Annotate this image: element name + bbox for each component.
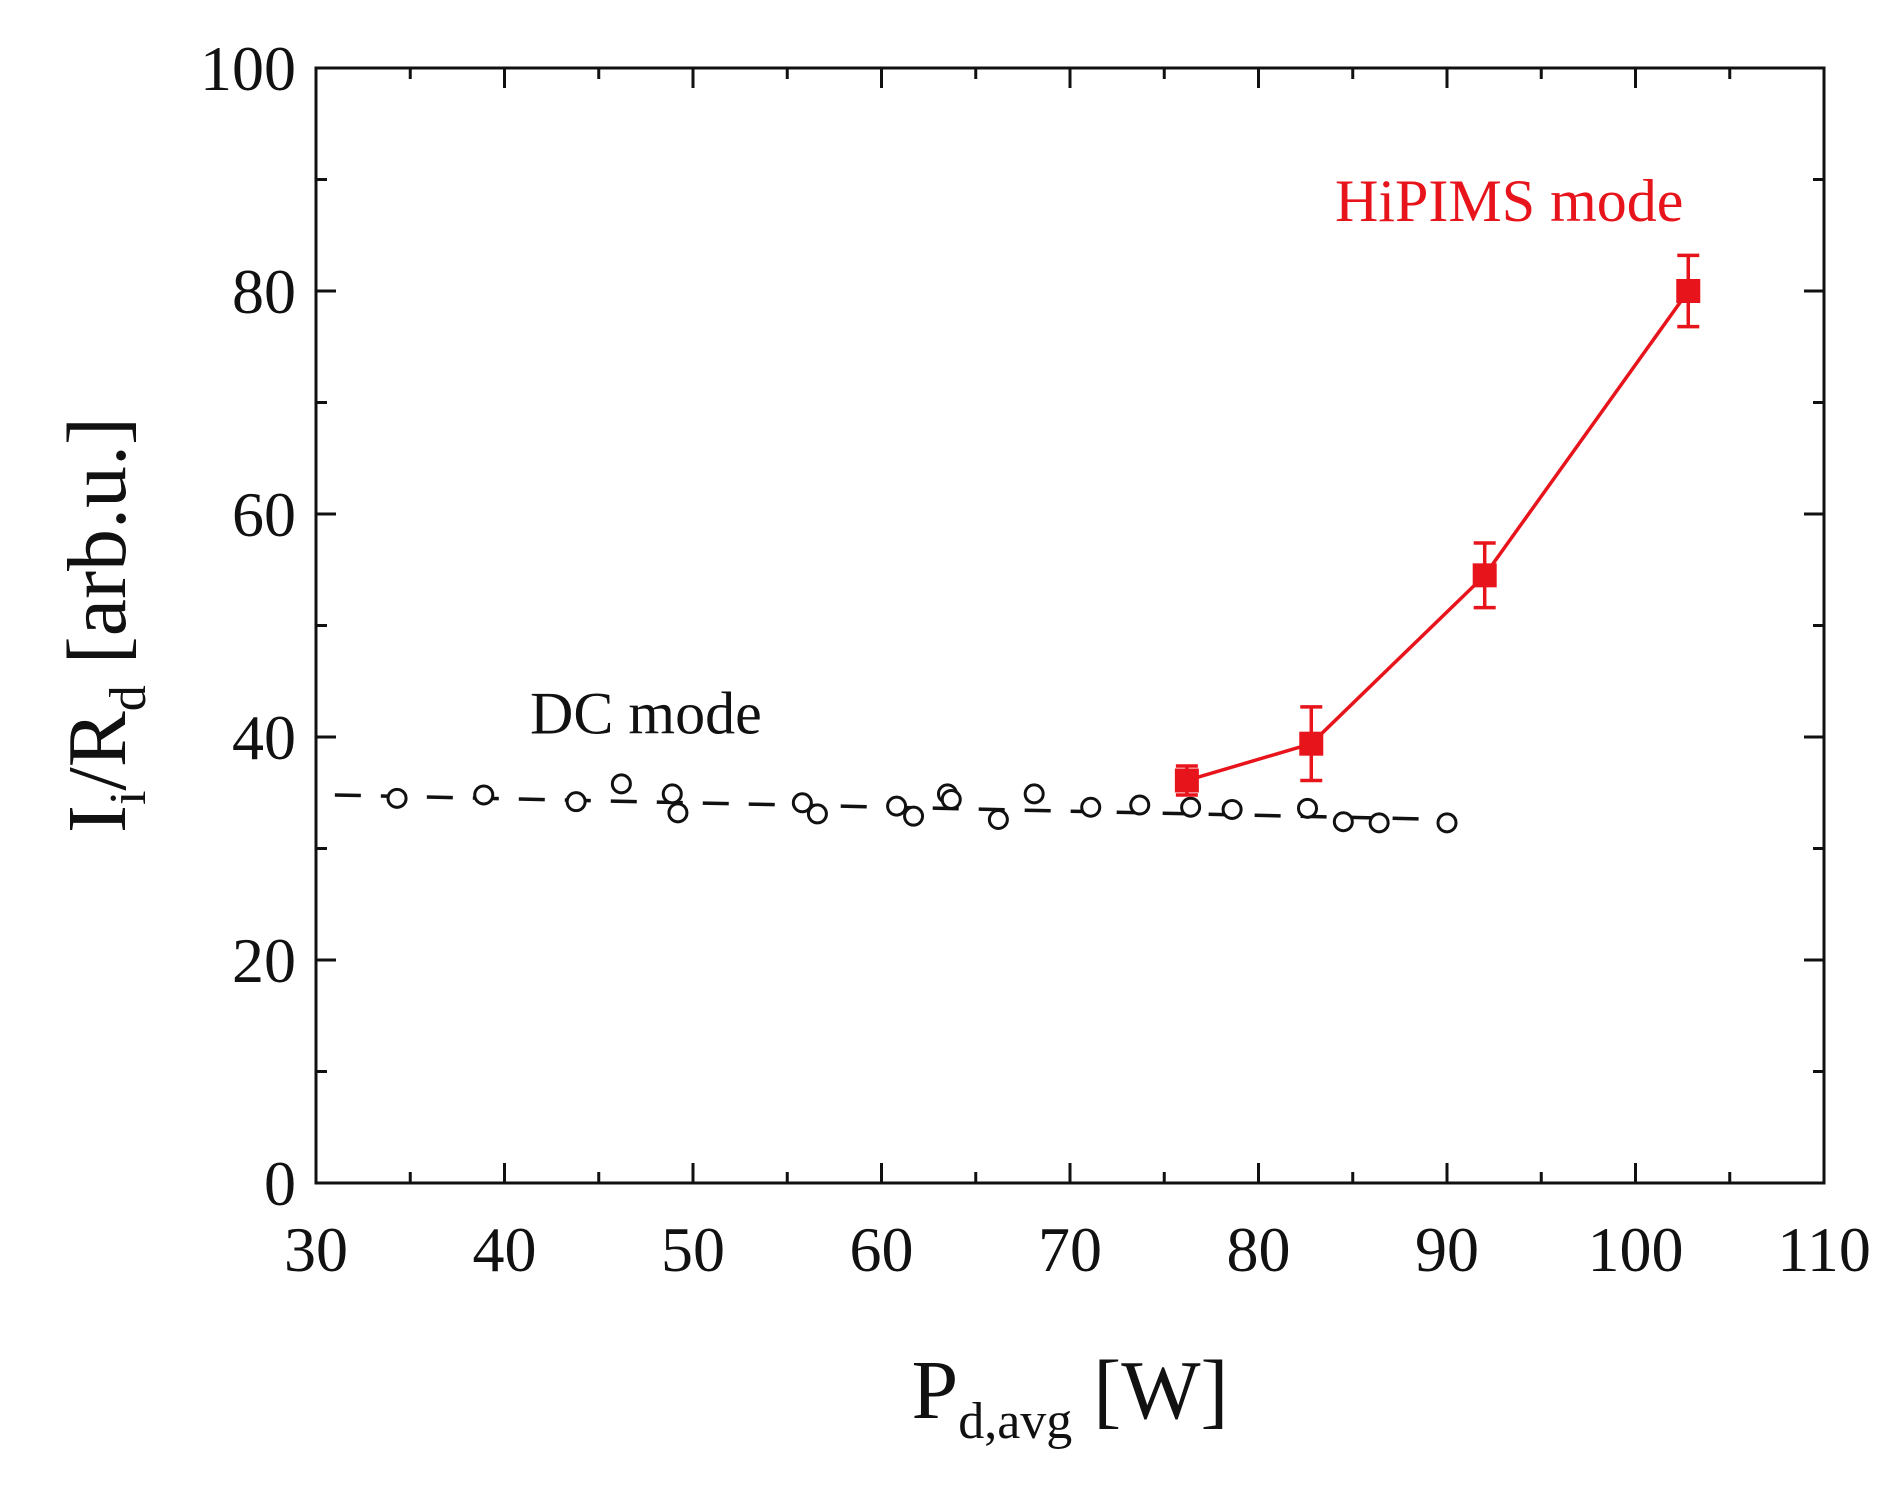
- series-layer: [334, 253, 1701, 834]
- axis-ticks: [314, 66, 1826, 1185]
- dc-point: [667, 802, 689, 824]
- hipims-line: [1186, 289, 1690, 783]
- dc-point: [1221, 798, 1243, 820]
- y-tick-label: 0: [264, 1148, 296, 1219]
- x-tick-label: 100: [1588, 1214, 1684, 1285]
- hipims-point: [1676, 279, 1701, 303]
- x-axis-title-unit: [W]: [1072, 1344, 1228, 1437]
- y-tick-labels: 0 20 40 60 80 100: [200, 33, 296, 1219]
- y-axis-title-unit: [arb.u.]: [51, 417, 144, 685]
- x-tick-label: 50: [661, 1214, 725, 1285]
- dc-point: [610, 773, 632, 795]
- hipims-point: [1299, 731, 1324, 756]
- dc-point: [386, 787, 408, 809]
- plot-frame: [314, 66, 1826, 1185]
- y-axis-title-p1: I: [51, 805, 144, 833]
- dc-point: [565, 791, 587, 813]
- dc-point: [987, 809, 1009, 831]
- dc-point: [791, 792, 813, 814]
- dc-point: [1023, 783, 1045, 805]
- y-tick-label: 40: [232, 702, 296, 773]
- dc-point: [661, 783, 683, 805]
- plot-area: 30 40 50 60 70 80 90 100 110 0 20 40 60 80 100 DC mod…: [200, 33, 1871, 1285]
- x-axis-title-main: P: [911, 1344, 958, 1437]
- x-tick-label: 110: [1777, 1214, 1871, 1285]
- annotation-hipims: HiPIMS mode: [1335, 168, 1683, 234]
- dc-point: [1332, 811, 1354, 833]
- x-tick-label: 30: [284, 1214, 348, 1285]
- x-tick-label: 60: [850, 1214, 914, 1285]
- y-axis-title-sub2: d: [100, 685, 157, 711]
- dc-point: [1180, 796, 1202, 818]
- x-tick-labels: 30 40 50 60 70 80 90 100 110: [284, 1214, 1871, 1285]
- hipims-point: [1174, 768, 1199, 793]
- x-tick-label: 80: [1227, 1214, 1291, 1285]
- x-axis-title: Pd,avg [W]: [911, 1344, 1228, 1450]
- hipims-point: [1472, 563, 1497, 588]
- y-axis-title: Ii/Rd [arb.u.]: [51, 417, 157, 833]
- annotations: DC mode HiPIMS mode: [530, 168, 1683, 747]
- x-tick-label: 90: [1415, 1214, 1479, 1285]
- dc-point: [903, 805, 925, 827]
- y-tick-label: 60: [232, 479, 296, 550]
- dc-point: [940, 788, 962, 810]
- dc-point: [1368, 812, 1390, 834]
- dc-point: [1129, 794, 1151, 816]
- dc-point: [1080, 796, 1102, 818]
- annotation-dc: DC mode: [530, 681, 762, 747]
- x-axis-title-sub: d,avg: [958, 1393, 1072, 1450]
- dc-point: [886, 795, 908, 817]
- x-tick-label: 40: [473, 1214, 537, 1285]
- dc-point: [1297, 797, 1319, 819]
- y-axis-title-sub1: i: [100, 791, 157, 805]
- dc-point: [473, 784, 495, 806]
- dc-point: [1436, 812, 1458, 834]
- y-tick-label: 100: [200, 33, 296, 104]
- y-tick-label: 20: [232, 925, 296, 996]
- y-tick-label: 80: [232, 256, 296, 327]
- dc-point: [806, 803, 828, 825]
- x-tick-label: 70: [1038, 1214, 1102, 1285]
- y-axis-title-p2: /R: [51, 711, 144, 790]
